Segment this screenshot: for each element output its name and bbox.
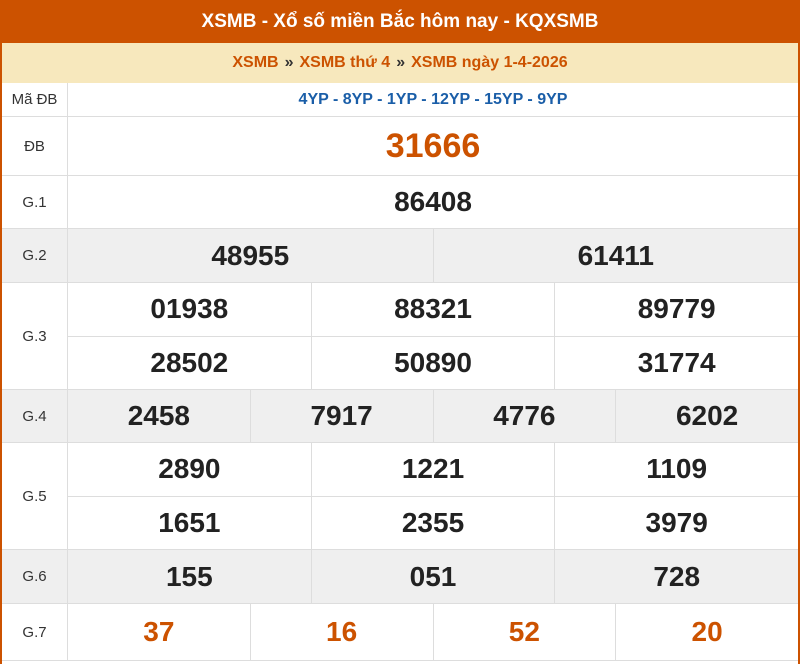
prize-number: 52: [432, 604, 616, 660]
prize-number: 20: [615, 604, 798, 660]
special-prize: 31666: [385, 126, 481, 165]
prize-number: 155: [165, 560, 213, 592]
breadcrumb-separator: »: [284, 54, 294, 71]
prize-number: 051: [310, 550, 555, 603]
prize-number: 1109: [554, 443, 798, 496]
prize-number: 4776: [432, 390, 616, 442]
prize-number: 6202: [615, 390, 798, 442]
prize-number: 37: [143, 616, 175, 647]
prize-number: 86408: [394, 186, 472, 217]
prize-number: 89779: [554, 283, 798, 336]
row-g3: G.3 01938 88321 89779 28502 50890 31774: [2, 283, 798, 390]
prize-label: G.4: [2, 390, 68, 442]
prize-label: G.5: [2, 443, 68, 549]
page-title: XSMB - Xổ số miền Bắc hôm nay - KQXSMB: [2, 0, 798, 43]
breadcrumb-xsmb-date[interactable]: XSMB ngày 1-4-2026: [411, 54, 568, 71]
prize-label: G.2: [2, 229, 68, 282]
row-g6: G.6 155 051 728: [2, 550, 798, 604]
prize-label: G.3: [2, 283, 68, 389]
prize-number: 48955: [211, 239, 290, 271]
row-g1: G.1 86408: [2, 176, 798, 229]
prize-label: Mã ĐB: [2, 83, 68, 116]
prize-label: G.7: [2, 604, 68, 660]
row-g7: G.7 37 16 52 20: [2, 604, 798, 661]
row-g2: G.2 48955 61411: [2, 229, 798, 283]
row-db: ĐB 31666: [2, 117, 798, 176]
prize-number: 7917: [249, 390, 433, 442]
breadcrumb: XSMB » XSMB thứ 4 » XSMB ngày 1-4-2026: [2, 43, 798, 83]
prize-number: 3979: [554, 496, 798, 549]
prize-number: 50890: [310, 336, 555, 389]
breadcrumb-separator: »: [396, 54, 406, 71]
row-g4: G.4 2458 7917 4776 6202: [2, 390, 798, 443]
prize-label: G.6: [2, 550, 68, 603]
prize-number: 2890: [158, 453, 221, 485]
prize-number: 01938: [150, 293, 229, 325]
prize-number: 1651: [158, 506, 221, 538]
prize-number: 28502: [150, 346, 229, 378]
prize-number: 2458: [127, 400, 191, 431]
breadcrumb-xsmb-thu-4[interactable]: XSMB thứ 4: [299, 54, 391, 71]
prize-label: G.1: [2, 176, 68, 228]
prize-number: 1221: [310, 443, 555, 496]
prize-number: 16: [249, 604, 433, 660]
row-g5: G.5 2890 1221 1109 1651 2355 3979: [2, 443, 798, 550]
special-code: 4YP - 8YP - 1YP - 12YP - 15YP - 9YP: [298, 90, 568, 108]
prize-number: 88321: [310, 283, 555, 336]
breadcrumb-xsmb[interactable]: XSMB: [232, 54, 279, 71]
prize-label: ĐB: [2, 117, 68, 175]
prize-number: 2355: [310, 496, 555, 549]
row-ma-db: Mã ĐB 4YP - 8YP - 1YP - 12YP - 15YP - 9Y…: [2, 83, 798, 117]
prize-number: 31774: [554, 336, 798, 389]
prize-number: 61411: [432, 229, 799, 282]
prize-number: 728: [554, 550, 798, 603]
